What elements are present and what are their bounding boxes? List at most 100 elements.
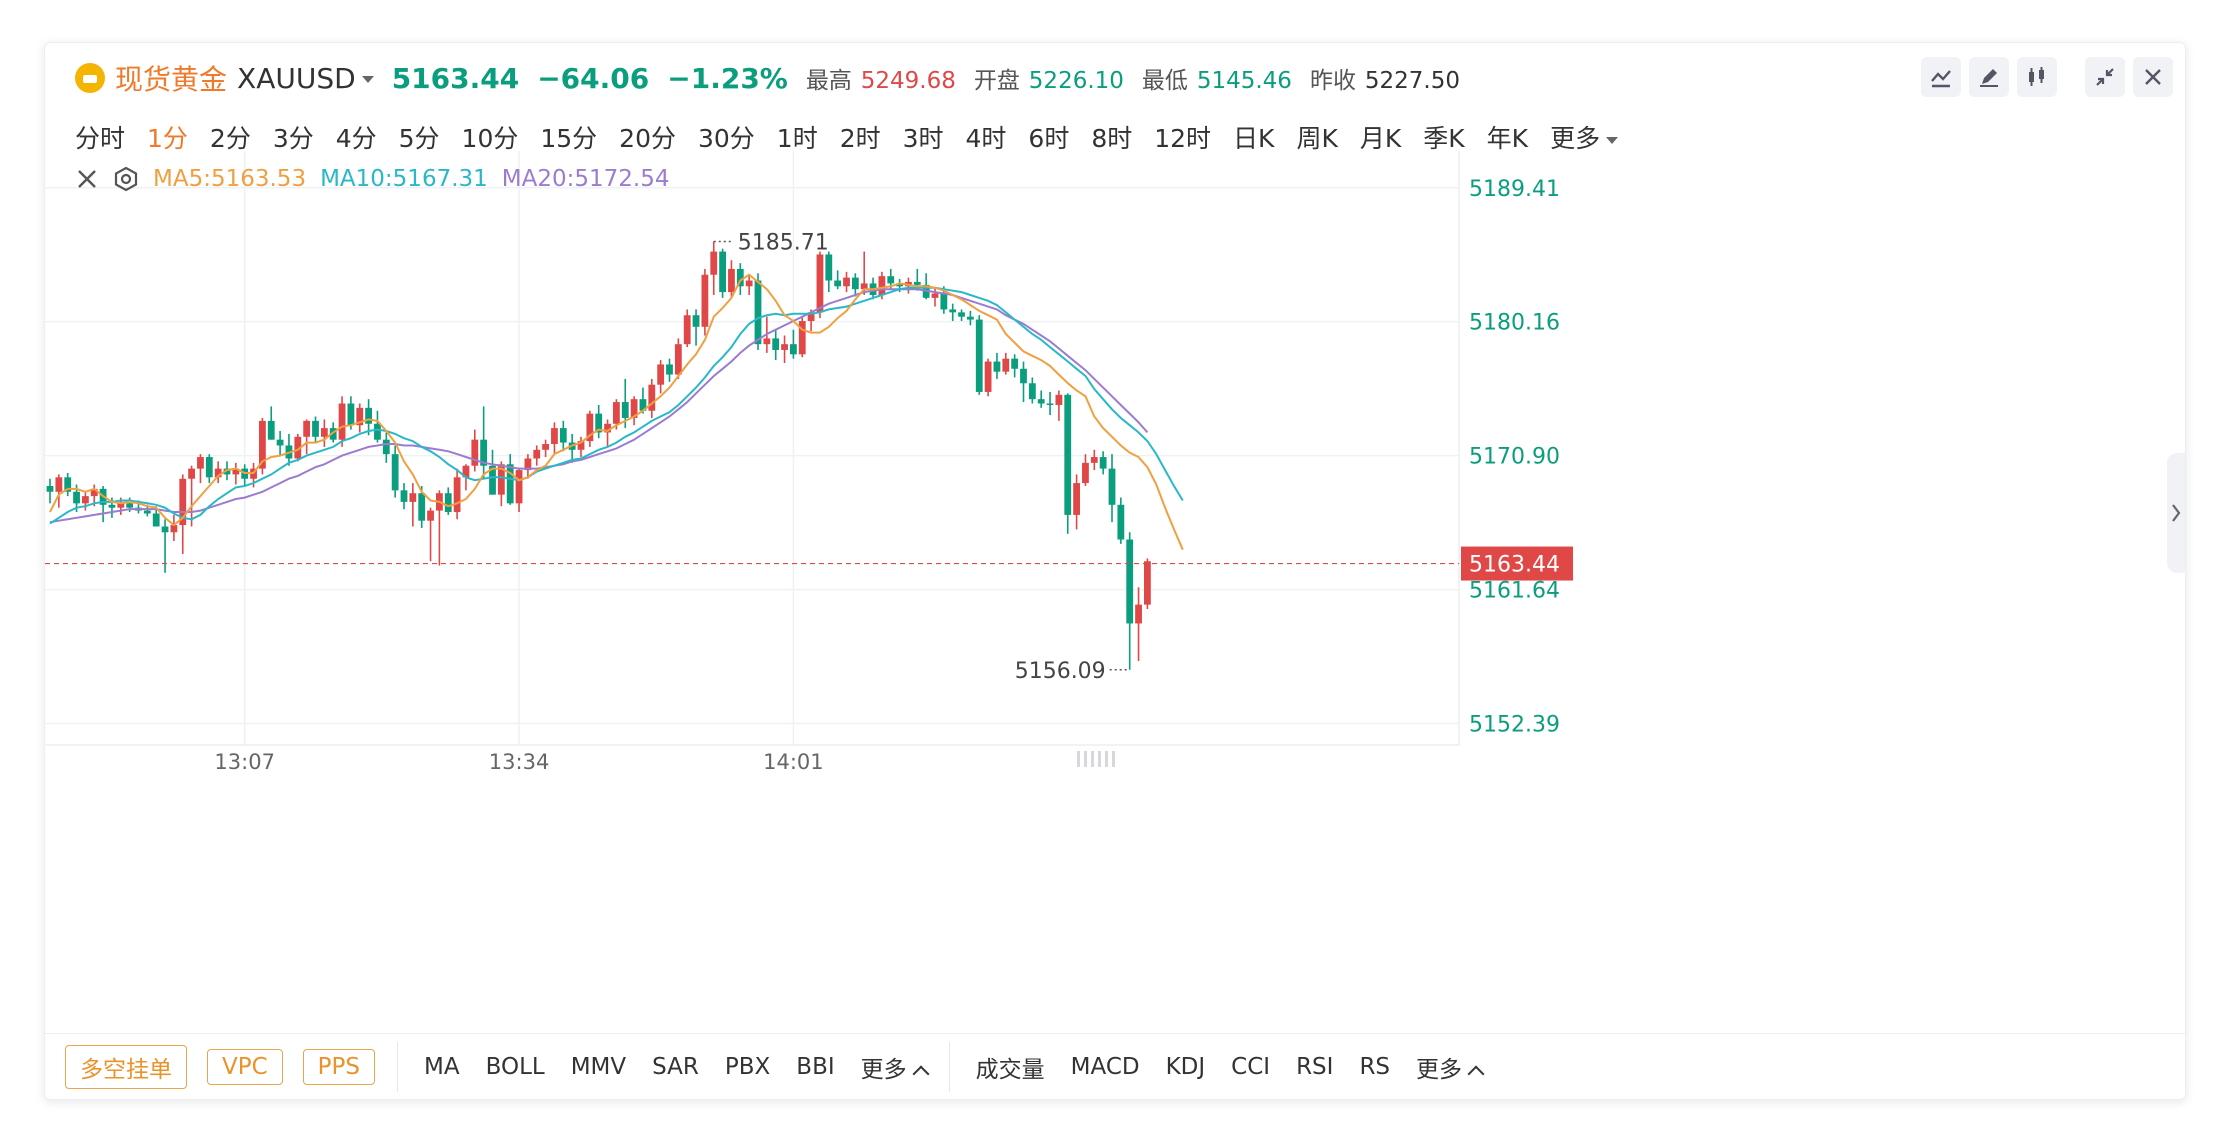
scroll-grip[interactable] xyxy=(1112,751,1115,767)
candle-body xyxy=(152,513,160,527)
candle-body xyxy=(90,488,98,497)
timeframe-5[interactable]: 5分 xyxy=(399,119,440,155)
scroll-grip[interactable] xyxy=(1077,751,1080,767)
timeframe-21[interactable]: 年K xyxy=(1487,119,1528,155)
timeframe-7[interactable]: 15分 xyxy=(540,119,597,155)
indicator-ma[interactable]: MA xyxy=(424,1054,460,1080)
candle-body xyxy=(851,277,859,290)
timeframe-label: 分时 xyxy=(75,124,126,153)
candle-body xyxy=(648,384,656,411)
side-panel-toggle[interactable] xyxy=(2167,453,2185,573)
scroll-grip[interactable] xyxy=(1105,751,1108,767)
candle-style-button[interactable] xyxy=(2017,57,2057,97)
scroll-grip[interactable] xyxy=(1091,751,1094,767)
indicator-boll[interactable]: BOLL xyxy=(485,1054,545,1080)
timeframe-17[interactable]: 日K xyxy=(1233,119,1274,155)
timeframe-12[interactable]: 3时 xyxy=(903,119,944,155)
indicator-kdj[interactable]: KDJ xyxy=(1165,1054,1206,1080)
candle-body xyxy=(1011,358,1019,369)
candle-body xyxy=(1055,394,1063,405)
indicator-sar[interactable]: SAR xyxy=(652,1054,699,1080)
low-value: 5145.46 xyxy=(1196,68,1292,94)
timeframe-22[interactable]: 更多 xyxy=(1550,119,1619,155)
indicator-cci[interactable]: CCI xyxy=(1231,1054,1271,1080)
candle-body xyxy=(179,478,187,526)
timeframe-bar: 分时 1分 2分 3分 4分 5分 10分 15分 20分 30分 1时 2时 3时 4时 6时 8时 12时日… xyxy=(75,117,1619,157)
timeframe-3[interactable]: 3分 xyxy=(273,119,314,155)
timeframe-label: 20分 xyxy=(619,124,676,153)
timeframe-label: 2时 xyxy=(839,124,881,153)
divider xyxy=(397,1042,399,1092)
timeframe-6[interactable]: 10分 xyxy=(462,119,519,155)
candle-body xyxy=(400,490,408,502)
candle-body xyxy=(471,439,479,466)
candle-body xyxy=(444,493,452,513)
indicator-rsi[interactable]: RSI xyxy=(1296,1054,1334,1080)
low-marker-label: 5156.09 xyxy=(1015,659,1106,684)
timeframe-label: 4时 xyxy=(965,124,1007,153)
timeframe-13[interactable]: 4时 xyxy=(966,119,1007,155)
indicator-mmv[interactable]: MMV xyxy=(570,1054,627,1080)
candle-body xyxy=(1117,504,1125,540)
candle-body xyxy=(878,276,886,295)
timeframe-10[interactable]: 1时 xyxy=(777,119,818,155)
symbol-selector[interactable]: XAUUSD xyxy=(237,62,374,95)
timeframe-11[interactable]: 2时 xyxy=(840,119,881,155)
close-button[interactable] xyxy=(2133,57,2173,97)
candle-body xyxy=(126,503,134,508)
vpc-button[interactable]: VPC xyxy=(207,1049,283,1085)
prev-close-value: 5227.50 xyxy=(1364,68,1460,94)
timeframe-4[interactable]: 4分 xyxy=(336,119,377,155)
candle-body xyxy=(843,277,850,287)
timeframe-16[interactable]: 12时 xyxy=(1154,119,1211,155)
candle-body xyxy=(188,468,195,479)
timeframe-19[interactable]: 月K xyxy=(1360,119,1401,155)
candle-body xyxy=(82,496,89,504)
timeframe-label: 更多 xyxy=(1550,124,1601,153)
indicator-pbx[interactable]: PBX xyxy=(724,1054,771,1080)
order-button-multi-short[interactable]: 多空挂单 xyxy=(65,1045,187,1089)
candle-body xyxy=(259,420,266,469)
close-icon xyxy=(2145,69,2161,85)
timeframe-18[interactable]: 周K xyxy=(1296,119,1337,155)
candle-body xyxy=(418,493,426,521)
timeframe-15[interactable]: 8时 xyxy=(1091,119,1132,155)
candle-body xyxy=(161,526,169,533)
draw-tool-button[interactable] xyxy=(1969,57,2009,97)
candle-body xyxy=(692,315,700,327)
timeframe-0[interactable]: 分时 xyxy=(75,119,125,155)
sub-indicator-more[interactable]: 更多 xyxy=(1416,1050,1485,1084)
candle-body xyxy=(949,309,957,313)
settings-icon[interactable] xyxy=(113,166,139,192)
chart-card: 现货黄金 XAUUSD 5163.44 −64.06 −1.23% 最高 524… xyxy=(44,42,2186,1100)
indicator-tool-button[interactable] xyxy=(1921,57,1961,97)
candle-body xyxy=(719,251,726,293)
indicator-rs[interactable]: RS xyxy=(1359,1054,1391,1080)
candle-body xyxy=(621,402,629,418)
scroll-grip[interactable] xyxy=(1098,751,1101,767)
timeframe-8[interactable]: 20分 xyxy=(619,119,676,155)
ma10-line xyxy=(49,286,1184,525)
timeframe-20[interactable]: 季K xyxy=(1423,119,1464,155)
timeframe-label: 30分 xyxy=(697,124,755,153)
main-indicator-more[interactable]: 更多 xyxy=(861,1050,930,1084)
candle-body xyxy=(1082,462,1089,484)
pps-button[interactable]: PPS xyxy=(302,1049,376,1085)
timeframe-14[interactable]: 6时 xyxy=(1028,119,1069,155)
scroll-grip[interactable] xyxy=(1084,751,1087,767)
timeframe-2[interactable]: 2分 xyxy=(210,119,251,155)
indicator-macd[interactable]: MACD xyxy=(1070,1054,1140,1080)
candle-body xyxy=(595,413,603,433)
indicator-volume[interactable]: 成交量 xyxy=(975,1057,1045,1083)
timeframe-label: 1时 xyxy=(776,124,818,153)
candle-body xyxy=(453,477,461,513)
candlestick-chart[interactable]: 5189.41 5180.16 5170.90 5161.64 5152.39 13:07… xyxy=(45,151,2185,1033)
candle-body xyxy=(197,457,204,469)
collapse-button[interactable] xyxy=(2085,57,2125,97)
close-icon[interactable] xyxy=(75,167,99,191)
candle-body xyxy=(143,510,151,514)
timeframe-1[interactable]: 1分 xyxy=(147,119,188,155)
timeframe-9[interactable]: 30分 xyxy=(698,119,755,155)
candle-body xyxy=(958,312,965,317)
indicator-bbi[interactable]: BBI xyxy=(796,1054,835,1080)
